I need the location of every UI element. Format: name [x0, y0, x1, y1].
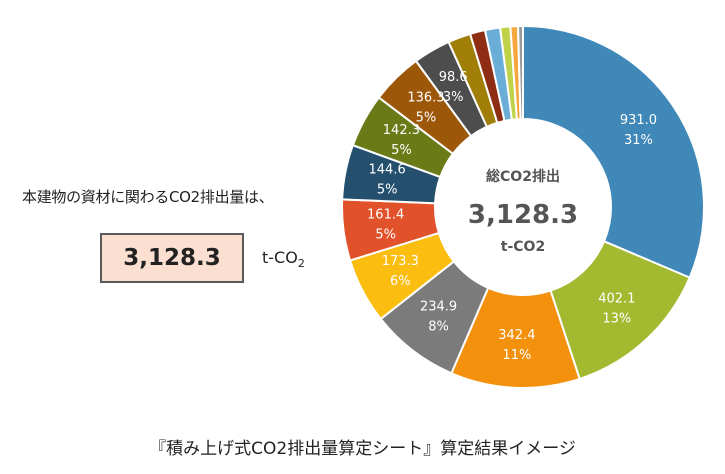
center-title: 総CO2排出 [486, 168, 560, 185]
slice-percent-label: 3% [443, 90, 464, 105]
slice-value-label: 234.9 [420, 299, 457, 314]
slice-value-label: 402.1 [598, 291, 635, 306]
slice-value-label: 173.3 [382, 254, 419, 269]
slice-percent-label: 6% [390, 274, 411, 289]
center-unit: t-CO2 [501, 239, 545, 255]
slice-percent-label: 5% [377, 183, 398, 198]
donut-slice-1 [522, 24, 705, 279]
total-value-box: 3,128.3 [100, 233, 244, 283]
slice-percent-label: 31% [624, 133, 653, 148]
slice-percent-label: 8% [428, 319, 449, 334]
unit-main: t-CO [262, 248, 298, 267]
unit-label: t-CO2 [262, 248, 305, 270]
donut-slices [341, 24, 705, 389]
slice-value-label: 98.6 [439, 70, 468, 85]
slice-value-label: 931.0 [620, 113, 657, 128]
slice-percent-label: 13% [602, 311, 631, 326]
slice-value-label: 144.6 [369, 163, 406, 178]
slice-percent-label: 11% [502, 348, 531, 363]
slice-value-label: 342.4 [498, 328, 535, 343]
slice-labels: 931.0 31% 402.1 13% 342.4 11% 234.9 8% 173.3 6% 16… [367, 70, 657, 363]
slice-percent-label: 5% [375, 227, 396, 242]
unit-subscript: 2 [297, 257, 305, 271]
slice-percent-label: 5% [416, 111, 437, 126]
slice-value-label: 136.3 [407, 91, 444, 106]
slice-percent-label: 5% [391, 143, 412, 158]
caption: 『積み上げ式CO2排出量算定シート』算定結果イメージ [149, 439, 576, 459]
center-value: 3,128.3 [468, 200, 578, 230]
intro-text: 本建物の資材に関わるCO2排出量は、 [22, 188, 274, 206]
slice-value-label: 161.4 [367, 207, 404, 222]
donut-slice-16 [516, 24, 524, 121]
slice-value-label: 142.3 [383, 123, 420, 138]
